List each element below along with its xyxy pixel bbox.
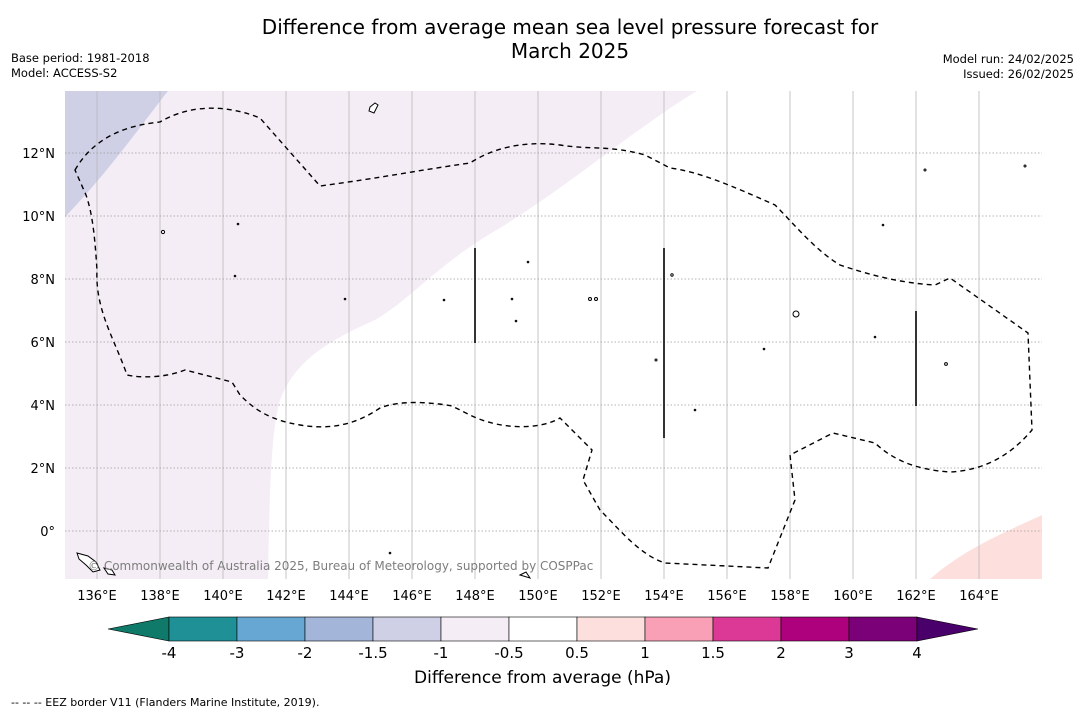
colorbar-ticks: -4 -3 -2 -1.5 -1 -0.5 0.5 1 1.5 2 3 4 <box>162 644 922 662</box>
colorbar-bin <box>508 616 578 642</box>
lon-label: 136°E <box>77 589 117 604</box>
eez-boundary-segments <box>474 248 917 438</box>
meta-left: Base period: 1981-2018 Model: ACCESS-S2 <box>11 51 150 81</box>
lat-label: 2°N <box>31 462 56 477</box>
colorbar-bin <box>372 616 442 642</box>
colorbar-bin <box>236 616 306 642</box>
lat-label: 8°N <box>31 273 56 288</box>
colorbar-tick: -4 <box>162 644 177 662</box>
colorbar-bin <box>644 616 714 642</box>
lat-label: 0° <box>40 525 55 540</box>
lon-label: 154°E <box>644 589 684 604</box>
colorbar-extend-high <box>916 616 979 642</box>
lon-label: 156°E <box>707 589 747 604</box>
lon-label: 150°E <box>518 589 558 604</box>
lon-label: 138°E <box>140 589 180 604</box>
colorbar-bin <box>780 616 850 642</box>
colorbar-tick: 3 <box>844 644 854 662</box>
colorbar-tick: 1 <box>640 644 650 662</box>
colorbar-tick: -1.5 <box>358 644 387 662</box>
lon-label: 146°E <box>392 589 432 604</box>
lon-label: 142°E <box>266 589 306 604</box>
colorbar-tick: 1.5 <box>701 644 725 662</box>
colorbar-bin <box>576 616 646 642</box>
eez-footnote: -- -- -- EEZ border V11 (Flanders Marine… <box>11 696 320 709</box>
islands <box>76 102 1027 579</box>
colorbar-tick: 4 <box>912 644 922 662</box>
lon-label: 148°E <box>455 589 495 604</box>
lat-label: 10°N <box>22 210 55 225</box>
meta-right: Model run: 24/02/2025 Issued: 26/02/2025 <box>943 52 1074 82</box>
lat-label: 4°N <box>31 399 56 414</box>
colorbar-tick: -1 <box>434 644 449 662</box>
map-area: © Commonwealth of Australia 2025, Bureau… <box>65 91 1042 579</box>
colorbar-bin <box>440 616 510 642</box>
lon-label: 160°E <box>833 589 873 604</box>
colorbar-bin <box>848 616 918 642</box>
lon-label: 162°E <box>896 589 936 604</box>
lat-label: 6°N <box>31 336 56 351</box>
copyright-notice: © Commonwealth of Australia 2025, Bureau… <box>88 559 593 573</box>
colorbar-bin <box>304 616 374 642</box>
map-gridlines <box>96 91 980 579</box>
eez-border <box>74 107 1033 569</box>
colorbar-tick: -2 <box>298 644 313 662</box>
model-name: Model: ACCESS-S2 <box>11 66 118 80</box>
colorbar <box>107 616 979 642</box>
title-line-2: March 2025 <box>510 39 630 63</box>
title-line-1: Difference from average mean sea level p… <box>261 15 879 39</box>
longitude-labels: 136°E 138°E 140°E 142°E 144°E 146°E 148°… <box>77 589 999 604</box>
colorbar-bin <box>712 616 782 642</box>
colorbar-title: Difference from average (hPa) <box>414 668 671 688</box>
colorbar-tick: 0.5 <box>565 644 589 662</box>
colorbar-bin <box>168 616 238 642</box>
anomaly-region-minus-1-5 <box>65 91 168 217</box>
latitude-labels: 12°N 10°N 8°N 6°N 4°N 2°N 0° <box>22 147 55 540</box>
model-run: Model run: 24/02/2025 <box>942 52 1074 66</box>
issued-date: Issued: 26/02/2025 <box>963 67 1074 81</box>
base-period: Base period: 1981-2018 <box>11 51 150 65</box>
colorbar-tick: -0.5 <box>494 644 523 662</box>
lon-label: 140°E <box>203 589 243 604</box>
colorbar-extend-low <box>107 616 170 642</box>
colorbar-tick: -3 <box>230 644 245 662</box>
colorbar-tick: 2 <box>776 644 786 662</box>
lon-label: 164°E <box>959 589 999 604</box>
lon-label: 144°E <box>329 589 369 604</box>
lat-label: 12°N <box>22 147 55 162</box>
lon-label: 152°E <box>581 589 621 604</box>
map-title: Difference from average mean sea level p… <box>0 15 1085 63</box>
lon-label: 158°E <box>770 589 810 604</box>
